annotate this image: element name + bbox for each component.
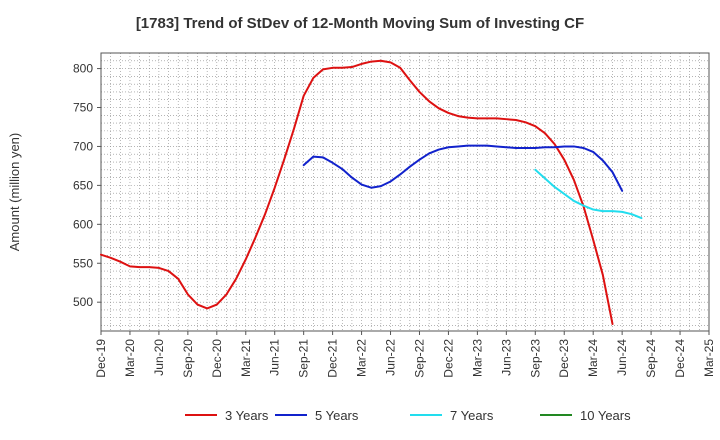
x-tick-label: Jun-20 (152, 339, 166, 376)
series-line-7-years (534, 168, 643, 220)
legend-label: 7 Years (450, 408, 494, 423)
y-tick-label: 500 (73, 295, 93, 309)
plot-frame (100, 52, 710, 332)
x-tick-label: Mar-23 (470, 339, 484, 377)
x-tick-label: Sep-24 (644, 339, 658, 378)
series-line-5-years (302, 144, 624, 192)
x-tick-label: Dec-20 (210, 339, 224, 378)
y-tick-label: 750 (73, 101, 93, 115)
x-tick-label: Jun-22 (384, 339, 398, 376)
x-tick-label: Mar-22 (355, 339, 369, 377)
x-tick-label: Mar-20 (123, 339, 137, 377)
y-tick-label: 550 (73, 256, 93, 270)
x-tick-label: Jun-21 (268, 339, 282, 376)
x-tick-label: Jun-23 (499, 339, 513, 376)
series-line-3-years (100, 59, 614, 325)
x-tick-label: Dec-22 (441, 339, 455, 378)
legend: 3 Years 5 Years 7 Years 10 Years (185, 408, 631, 423)
chart-title: [1783] Trend of StDev of 12-Month Moving… (136, 15, 584, 32)
x-tick-label: Dec-24 (673, 339, 687, 378)
x-tick-label: Dec-19 (94, 339, 108, 378)
y-tick-label: 650 (73, 178, 93, 192)
x-tick-label: Mar-21 (239, 339, 253, 377)
x-tick-label: Dec-21 (326, 339, 340, 378)
y-tick-label: 700 (73, 139, 93, 153)
x-tick-label: Sep-22 (412, 339, 426, 378)
x-tick-label: Mar-25 (702, 339, 716, 377)
y-axis-label: Amount (million yen) (7, 133, 22, 252)
x-tick-label: Jun-24 (615, 339, 629, 376)
legend-label: 10 Years (580, 408, 631, 423)
plot-background (101, 53, 709, 331)
y-tick-label: 600 (73, 217, 93, 231)
legend-label: 3 Years (225, 408, 269, 423)
plot-area: 500 550 600 650 700 750 800 Dec-19 Mar-20 Jun-20 S… (73, 52, 716, 378)
legend-label: 5 Years (315, 408, 359, 423)
x-tick-label: Mar-24 (586, 339, 600, 377)
x-tick-label: Sep-21 (297, 339, 311, 378)
x-tick-label: Sep-20 (181, 339, 195, 378)
x-tick-label: Dec-23 (557, 339, 571, 378)
x-tick-label: Sep-23 (528, 339, 542, 378)
y-tick-label: 800 (73, 62, 93, 76)
